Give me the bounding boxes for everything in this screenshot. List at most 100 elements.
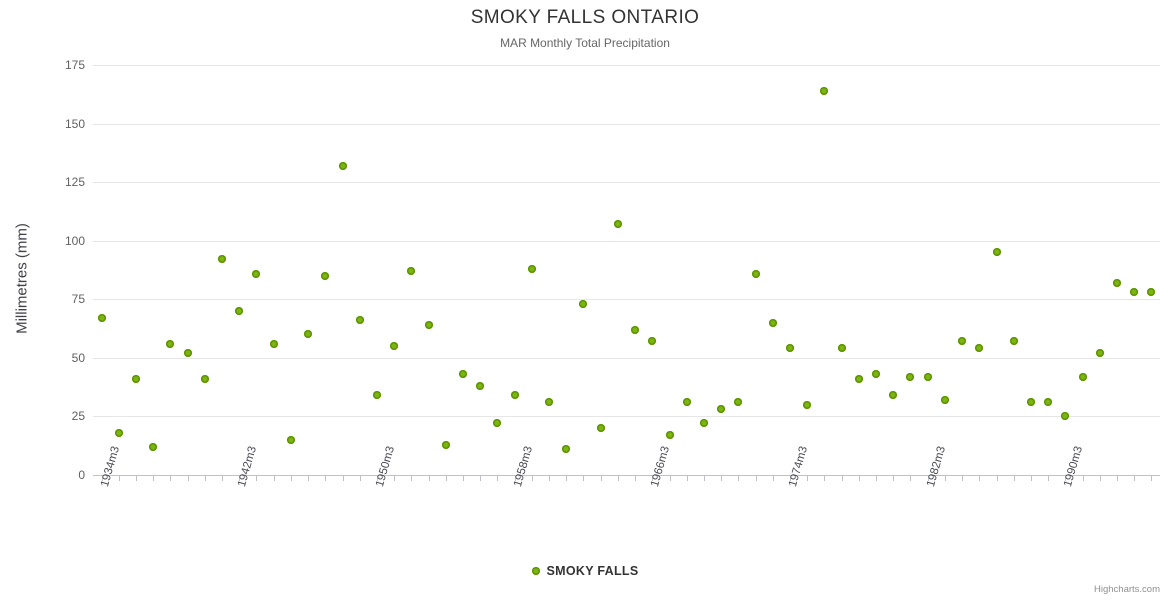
data-point[interactable] [235, 307, 244, 315]
data-point[interactable] [940, 396, 949, 405]
credits-link[interactable]: Highcharts.com [1094, 584, 1160, 595]
data-point[interactable] [648, 337, 657, 346]
y-axis-tick-label: 75 [71, 292, 85, 307]
x-axis-tick [1099, 475, 1101, 481]
legend-label: SMOKY FALLS [546, 563, 639, 578]
data-point[interactable] [114, 428, 123, 437]
data-point[interactable] [510, 391, 519, 400]
data-point[interactable] [768, 318, 777, 327]
chart-legend: SMOKY FALLS [0, 562, 1170, 580]
x-axis-tick [703, 475, 705, 481]
x-axis-tick [118, 475, 120, 481]
data-point[interactable] [596, 424, 605, 433]
x-axis-tick [187, 475, 189, 481]
x-axis-tick [1116, 475, 1118, 481]
data-point[interactable] [699, 419, 708, 428]
x-axis-tick [893, 475, 895, 481]
data-point[interactable] [97, 314, 106, 323]
data-point[interactable] [493, 419, 502, 428]
data-point[interactable] [252, 269, 261, 278]
data-point[interactable] [390, 342, 399, 351]
data-point[interactable] [1147, 288, 1156, 297]
x-axis-tick [910, 475, 912, 481]
data-point[interactable] [269, 339, 278, 348]
data-point[interactable] [1112, 278, 1121, 287]
data-point[interactable] [1044, 398, 1053, 407]
data-point[interactable] [906, 372, 915, 381]
x-axis-tick [772, 475, 774, 481]
data-point[interactable] [665, 431, 674, 440]
x-axis-tick [583, 475, 585, 481]
data-point[interactable] [923, 372, 932, 381]
data-point[interactable] [355, 316, 364, 325]
data-point[interactable] [579, 299, 588, 308]
x-axis-tick [962, 475, 964, 481]
data-point[interactable] [218, 255, 227, 264]
x-axis-tick [721, 475, 723, 481]
data-point[interactable] [424, 321, 433, 330]
data-point[interactable] [1009, 337, 1018, 346]
x-axis-tick [738, 475, 740, 481]
data-point[interactable] [286, 435, 295, 444]
data-point[interactable] [166, 339, 175, 348]
x-axis-line [93, 475, 1160, 476]
legend-item-smoky-falls[interactable]: SMOKY FALLS [531, 562, 639, 580]
x-axis-tick [686, 475, 688, 481]
data-point[interactable] [304, 330, 313, 339]
y-gridline [93, 357, 1160, 359]
x-axis-tick [807, 475, 809, 481]
x-axis-tick [549, 475, 551, 481]
data-point[interactable] [527, 264, 536, 273]
data-point[interactable] [149, 442, 158, 451]
data-point[interactable] [734, 398, 743, 407]
data-point[interactable] [785, 344, 794, 353]
data-point[interactable] [631, 325, 640, 334]
data-point[interactable] [820, 86, 829, 95]
data-point[interactable] [803, 400, 812, 409]
x-axis-tick [101, 475, 103, 481]
data-point[interactable] [338, 161, 347, 170]
data-point[interactable] [407, 267, 416, 276]
data-point[interactable] [992, 248, 1001, 257]
x-axis-tick [531, 475, 533, 481]
data-point[interactable] [751, 269, 760, 278]
data-point[interactable] [372, 391, 381, 400]
x-axis-tick [222, 475, 224, 481]
data-point[interactable] [1130, 288, 1139, 297]
data-point[interactable] [459, 370, 467, 379]
y-gridline [93, 182, 1160, 184]
data-point[interactable] [476, 381, 485, 390]
y-axis-tick-label: 150 [64, 116, 85, 131]
data-point[interactable] [1078, 372, 1087, 381]
data-point[interactable] [545, 398, 554, 407]
data-point[interactable] [717, 405, 726, 414]
x-axis-tick [411, 475, 413, 481]
data-point[interactable] [562, 445, 571, 454]
data-point[interactable] [441, 440, 450, 449]
data-point[interactable] [321, 271, 330, 280]
x-axis-tick [153, 475, 155, 481]
x-axis-tick [342, 475, 344, 481]
x-axis-tick [480, 475, 482, 481]
data-point[interactable] [613, 220, 622, 229]
data-point[interactable] [682, 398, 691, 407]
x-axis-tick [1082, 475, 1084, 481]
data-point[interactable] [872, 370, 881, 379]
legend-marker-icon [531, 566, 540, 575]
x-axis-tick [1013, 475, 1015, 481]
x-axis-tick [136, 475, 138, 481]
y-axis-tick-label: 175 [64, 58, 85, 72]
data-point[interactable] [200, 374, 209, 383]
data-point[interactable] [958, 337, 967, 346]
data-point[interactable] [889, 391, 898, 400]
x-axis-tick [858, 475, 860, 481]
data-point[interactable] [975, 344, 984, 353]
data-point[interactable] [183, 349, 192, 358]
data-point[interactable] [1061, 412, 1070, 421]
x-axis-tick [514, 475, 516, 481]
data-point[interactable] [837, 344, 846, 353]
data-point[interactable] [1026, 398, 1035, 407]
data-point[interactable] [854, 374, 863, 383]
data-point[interactable] [132, 374, 141, 383]
data-point[interactable] [1095, 349, 1104, 358]
